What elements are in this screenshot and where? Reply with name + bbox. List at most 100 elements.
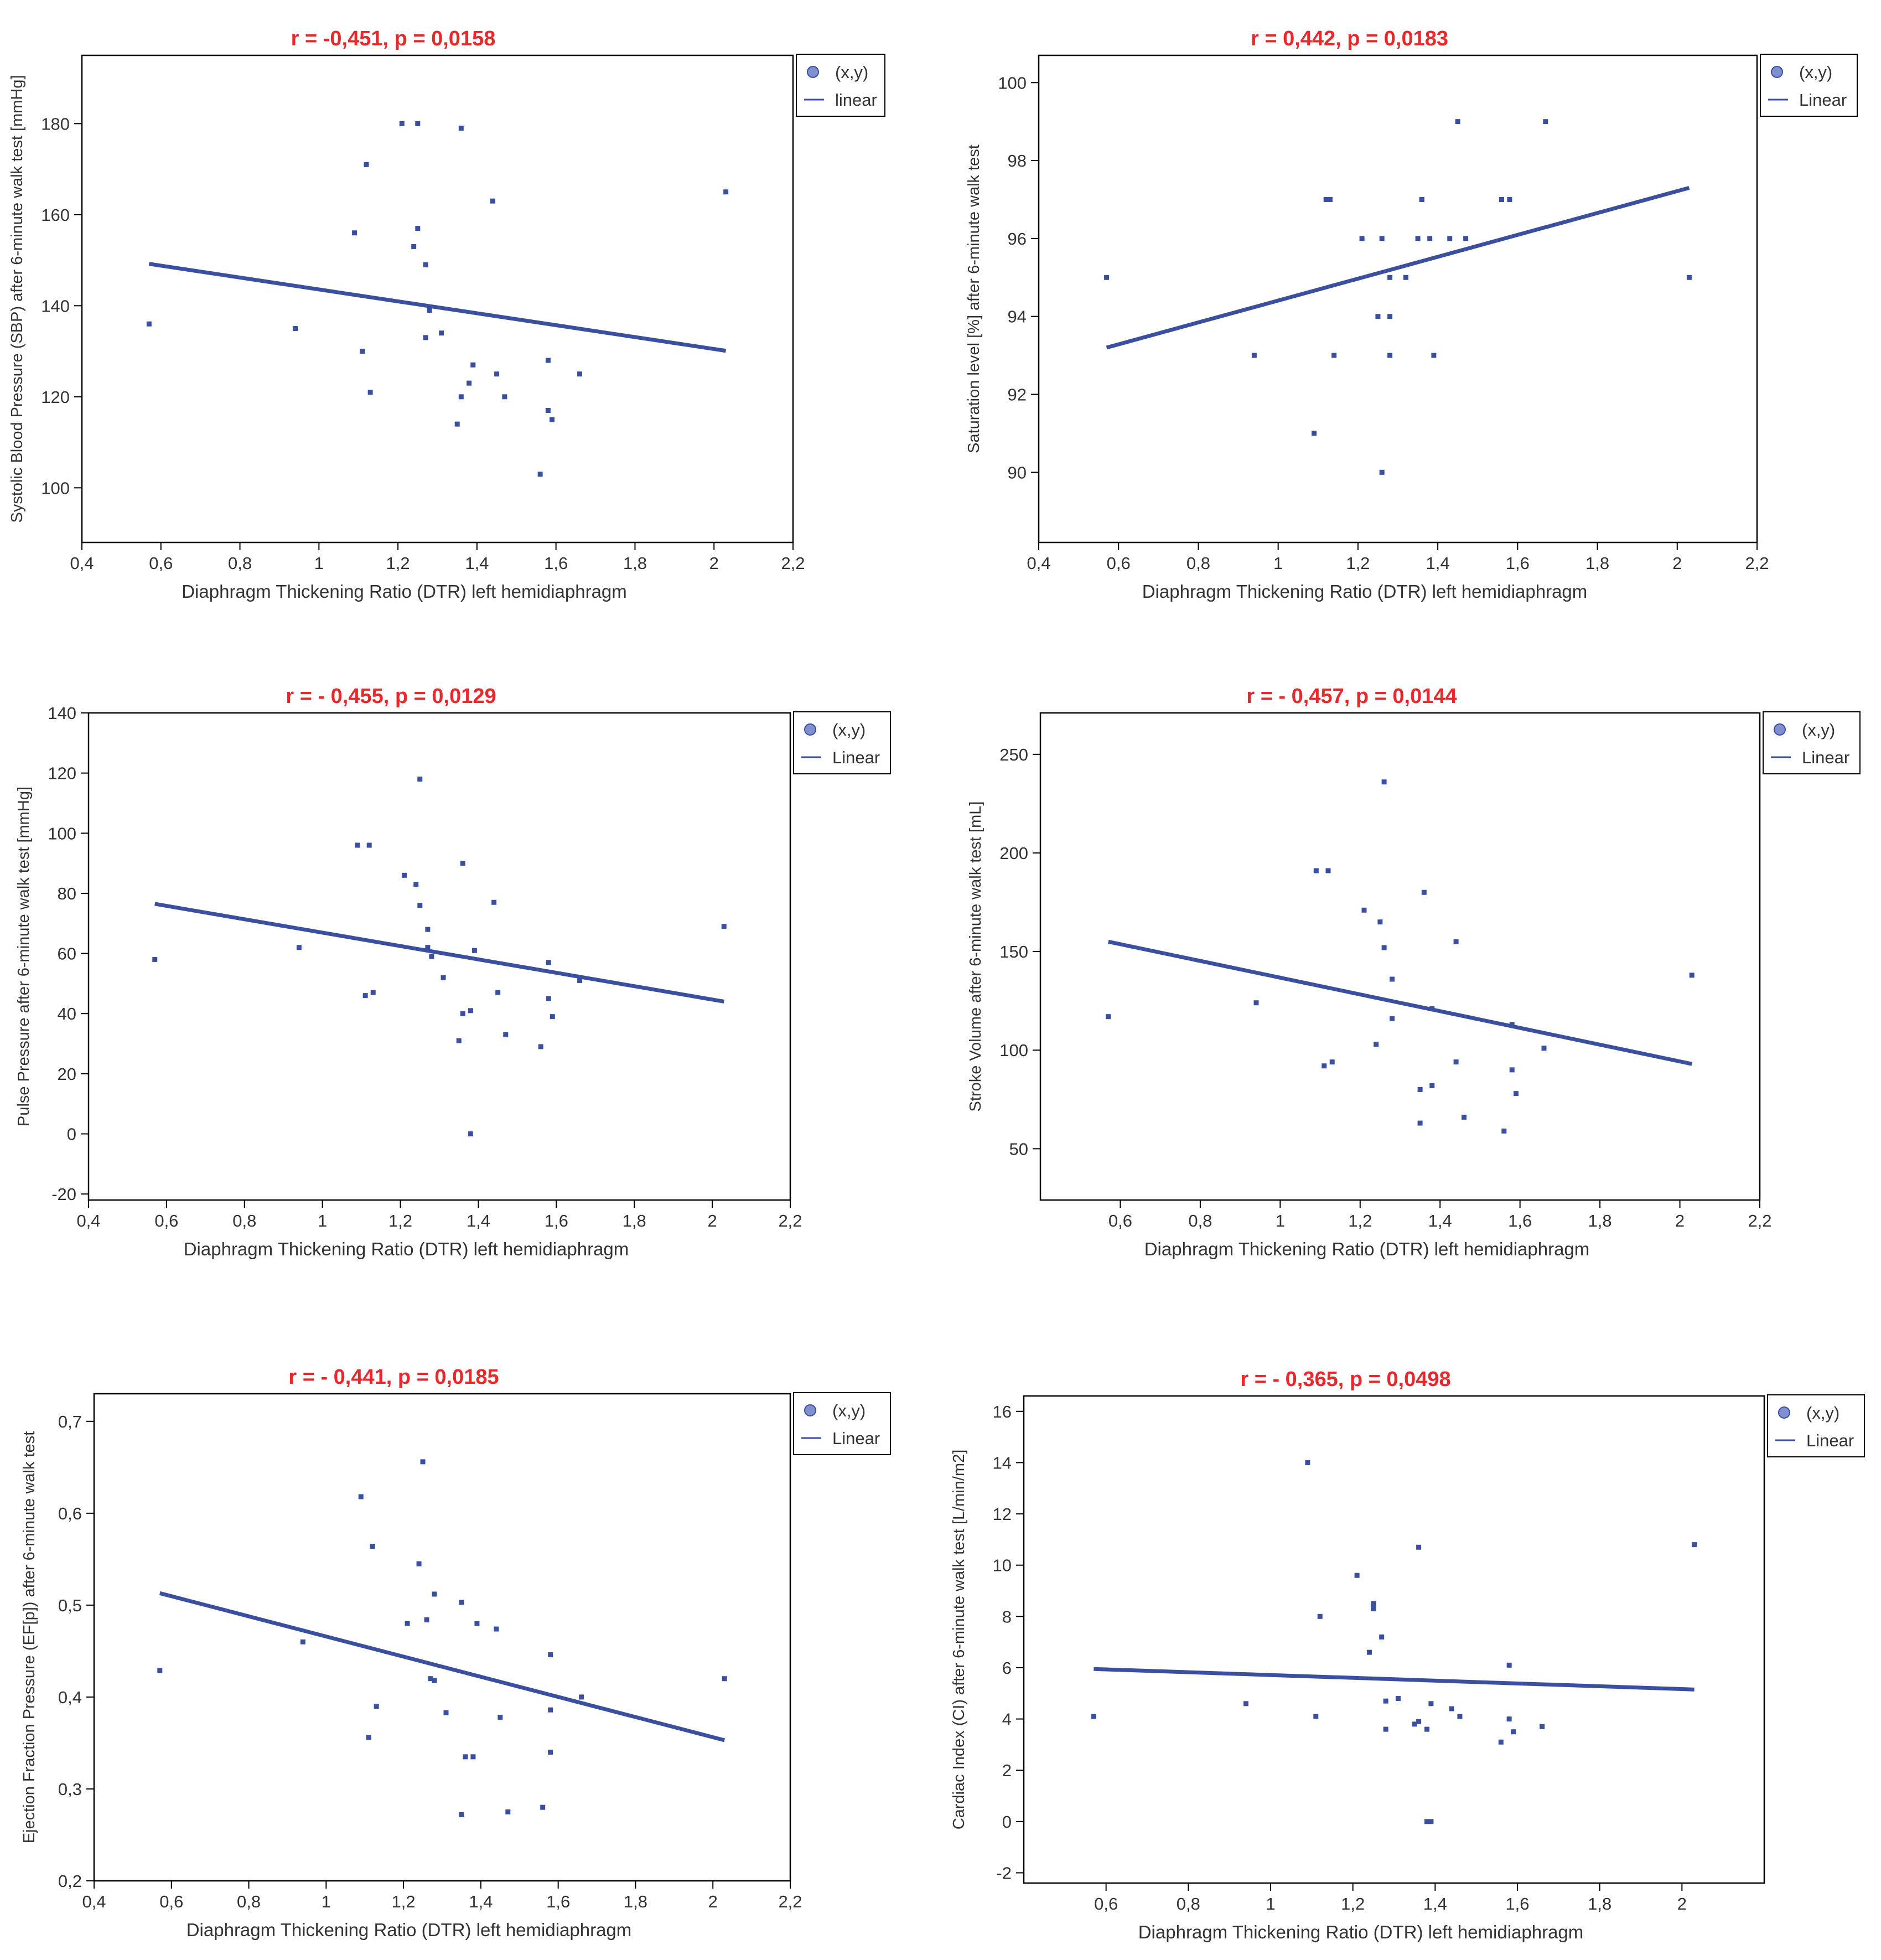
data-point bbox=[498, 1714, 503, 1720]
data-point bbox=[1374, 1042, 1379, 1047]
y-tick-label: 40 bbox=[58, 1004, 76, 1023]
x-tick-label: 1,4 bbox=[467, 1211, 490, 1230]
y-tick-label: 6 bbox=[1002, 1658, 1012, 1678]
data-point bbox=[721, 924, 727, 929]
data-point bbox=[1453, 939, 1459, 944]
chart-title: r = - 0,457, p = 0,0144 bbox=[1246, 685, 1457, 708]
data-point bbox=[723, 189, 729, 195]
x-tick-label: 1,2 bbox=[392, 1892, 416, 1911]
data-point bbox=[1361, 907, 1367, 913]
x-tick-label: 1 bbox=[1273, 554, 1283, 573]
data-point bbox=[424, 1617, 429, 1622]
data-point bbox=[1251, 353, 1257, 358]
x-axis-label: Diaphragm Thickening Ratio (DTR) left he… bbox=[1144, 1239, 1590, 1259]
y-tick-label: 120 bbox=[48, 764, 76, 783]
legend: (x,y) linear bbox=[796, 54, 885, 117]
y-tick-label: 60 bbox=[58, 944, 76, 964]
data-point bbox=[1501, 1128, 1507, 1134]
x-tick-label: 1,4 bbox=[469, 1892, 493, 1911]
x-tick-label: 1,8 bbox=[1588, 1894, 1611, 1914]
x-tick-label: 0,6 bbox=[1094, 1894, 1118, 1914]
data-point bbox=[1421, 890, 1427, 895]
legend-label: Linear bbox=[1799, 90, 1847, 110]
data-point bbox=[495, 990, 501, 995]
y-tick-label: 20 bbox=[58, 1064, 76, 1084]
data-point bbox=[1424, 1726, 1429, 1732]
legend-marker bbox=[807, 66, 819, 78]
y-tick-label: 140 bbox=[48, 704, 76, 723]
x-tick-label: 1 bbox=[1266, 1894, 1275, 1914]
data-point bbox=[494, 371, 500, 377]
data-point bbox=[1381, 945, 1387, 950]
y-tick-label: -2 bbox=[996, 1863, 1012, 1883]
data-point bbox=[460, 861, 465, 866]
y-tick-label: 8 bbox=[1002, 1607, 1012, 1626]
data-point bbox=[545, 407, 551, 413]
legend-box bbox=[793, 711, 891, 774]
data-point bbox=[428, 1676, 433, 1682]
x-tick-label: 1,8 bbox=[1585, 554, 1609, 573]
data-point bbox=[1417, 1087, 1423, 1092]
regression-line bbox=[154, 902, 724, 1004]
data-point bbox=[1104, 275, 1110, 280]
regression-line bbox=[148, 262, 727, 353]
x-tick-label: 1 bbox=[318, 1211, 327, 1230]
x-tick-label: 1 bbox=[1276, 1211, 1285, 1230]
data-point bbox=[366, 842, 372, 848]
data-point bbox=[1387, 314, 1393, 319]
plot-frame bbox=[1039, 712, 1761, 1201]
charts-root: r = -0,451, p = 0,0158 0,4 0,6 0,8 1 1,2 1,4 1,… bbox=[8, 27, 1865, 1942]
data-point bbox=[1428, 1819, 1434, 1824]
y-tick-label: 2 bbox=[1002, 1761, 1012, 1780]
y-tick-label: 180 bbox=[41, 114, 70, 133]
data-point bbox=[1416, 1719, 1422, 1724]
data-point bbox=[1317, 1613, 1323, 1619]
x-tick-label: 1,2 bbox=[388, 1211, 412, 1230]
x-tick-label: 0,8 bbox=[232, 1211, 256, 1230]
y-tick-label: 250 bbox=[999, 745, 1028, 764]
data-point bbox=[463, 1754, 468, 1760]
data-point bbox=[364, 162, 369, 167]
data-point bbox=[474, 1621, 480, 1626]
legend-marker bbox=[804, 1404, 816, 1416]
data-point bbox=[1427, 236, 1433, 241]
data-point bbox=[537, 472, 543, 477]
data-point bbox=[550, 417, 555, 422]
data-point bbox=[1428, 1701, 1434, 1706]
legend-box bbox=[1760, 54, 1858, 117]
data-point bbox=[579, 1694, 584, 1700]
data-point bbox=[470, 362, 476, 368]
x-axis-label: Diaphragm Thickening Ratio (DTR) left he… bbox=[186, 1920, 632, 1940]
data-point bbox=[432, 1678, 437, 1683]
data-point bbox=[467, 380, 472, 386]
x-tick-label: 0,4 bbox=[82, 1892, 106, 1911]
data-point bbox=[1415, 236, 1421, 241]
data-point bbox=[502, 394, 507, 400]
y-tick-label: 96 bbox=[1008, 229, 1027, 249]
x-tick-label: 1,4 bbox=[1428, 1211, 1452, 1230]
data-point bbox=[415, 226, 421, 231]
data-point bbox=[1416, 1544, 1422, 1550]
data-point bbox=[1509, 1022, 1515, 1027]
legend-marker bbox=[1778, 1406, 1790, 1419]
data-point bbox=[374, 1704, 379, 1709]
chart-2: r = 0,442, p = 0,0183 0,4 0,6 0,8 1 1,2 1,4 1,6… bbox=[965, 27, 1858, 602]
x-tick-label: 0,6 bbox=[159, 1892, 183, 1911]
x-tick-label: 2 bbox=[1677, 1894, 1687, 1914]
data-point bbox=[1447, 236, 1453, 241]
data-point bbox=[1313, 1714, 1319, 1719]
data-point bbox=[402, 872, 407, 878]
x-tick-label: 1,4 bbox=[465, 554, 489, 573]
chart-title: r = - 0,441, p = 0,0185 bbox=[288, 1366, 499, 1389]
legend-marker bbox=[1774, 723, 1786, 736]
x-tick-label: 1 bbox=[314, 554, 324, 573]
data-point bbox=[1354, 1573, 1360, 1578]
y-axis-label: Pulse Pressure after 6-minute walk test … bbox=[15, 787, 33, 1126]
legend-label: (x,y) bbox=[1806, 1403, 1839, 1423]
regression-line bbox=[1094, 1667, 1695, 1692]
data-point bbox=[1692, 1542, 1697, 1548]
data-point bbox=[1359, 236, 1365, 241]
y-tick-label: 90 bbox=[1008, 463, 1027, 482]
data-point bbox=[1313, 868, 1319, 873]
regression-line bbox=[1106, 185, 1690, 350]
